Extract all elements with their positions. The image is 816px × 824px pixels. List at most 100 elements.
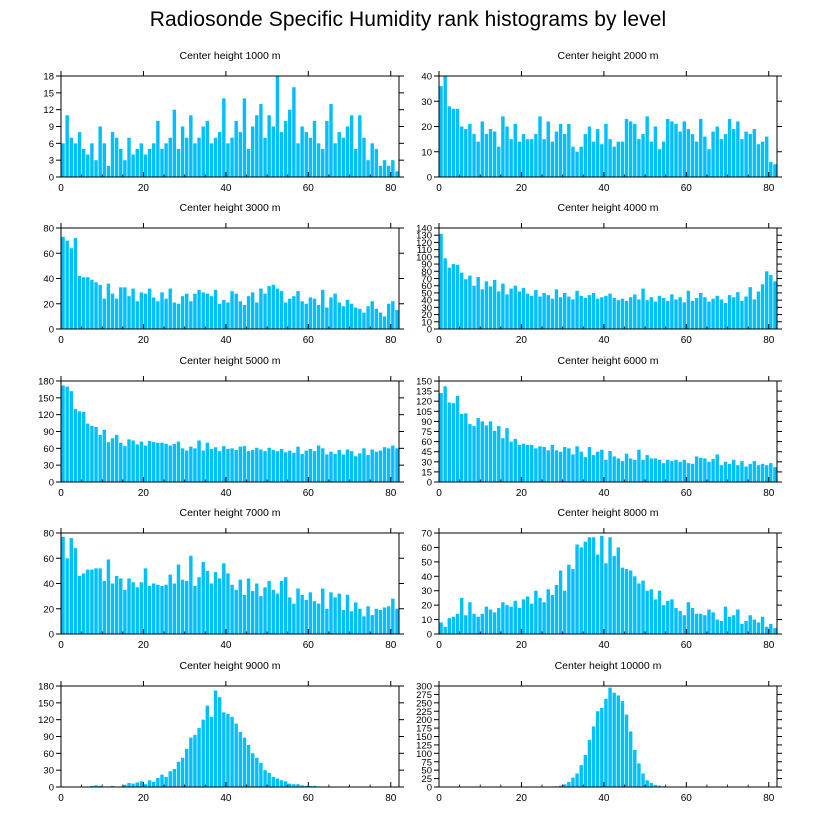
histogram-bar <box>616 141 621 177</box>
histogram-bar <box>168 445 172 482</box>
histogram-bar <box>538 116 542 177</box>
histogram-bar <box>546 589 550 634</box>
histogram-bar <box>358 115 362 177</box>
histogram-bar <box>329 592 333 634</box>
histogram-bar <box>600 144 604 177</box>
histogram-bar <box>366 160 370 177</box>
histogram-bar <box>374 308 379 329</box>
histogram-bar <box>147 586 152 634</box>
histogram-bar <box>699 613 703 634</box>
histogram-bar <box>760 616 765 634</box>
histogram-bar <box>513 600 517 634</box>
y-tick-label: 120 <box>416 238 432 249</box>
histogram-bar <box>275 593 280 634</box>
histogram-bar <box>189 301 193 329</box>
histogram-bar <box>715 619 719 634</box>
histogram-bar <box>530 444 534 482</box>
histogram-bar <box>172 109 177 177</box>
histogram-bar <box>304 599 308 634</box>
histogram-bar <box>131 582 135 634</box>
x-tick-label: 80 <box>385 335 397 346</box>
histogram-bar <box>98 434 102 482</box>
x-tick-label: 80 <box>385 183 397 194</box>
histogram-bar <box>69 538 74 634</box>
histogram-bar <box>666 459 670 482</box>
histogram-bar <box>197 728 201 787</box>
histogram-bar <box>73 548 78 634</box>
histogram-bar <box>521 599 526 634</box>
histogram-bar <box>628 570 633 634</box>
histogram-bar <box>591 726 596 787</box>
y-tick-label: 0 <box>427 478 432 489</box>
histogram-bar <box>558 785 563 787</box>
histogram-bar <box>230 448 234 482</box>
histogram-panel: Center height 4000 m0 20 40 60 8001020304050… <box>416 202 782 346</box>
histogram-bar <box>612 556 616 634</box>
panel-title: Center height 8000 m <box>558 507 659 519</box>
histogram-bar <box>230 716 234 787</box>
histogram-bar <box>308 448 313 482</box>
histogram-bar <box>620 141 625 177</box>
histogram-bar <box>468 275 472 329</box>
histogram-bar <box>213 289 218 329</box>
x-tick-label: 60 <box>681 183 693 194</box>
histogram-bar <box>501 602 505 634</box>
histogram-bar <box>143 154 148 177</box>
histogram-bar <box>300 785 304 787</box>
histogram-bar <box>554 289 559 329</box>
y-tick-label: 200 <box>416 715 432 726</box>
histogram-bar <box>579 547 583 634</box>
histogram-bar <box>131 440 135 482</box>
histogram-bar <box>686 602 691 634</box>
histogram-bar <box>591 537 596 634</box>
histogram-bar <box>645 780 649 787</box>
histogram-bar <box>329 104 333 177</box>
histogram-bar <box>110 785 115 787</box>
histogram-bar <box>176 564 181 634</box>
histogram-bar <box>740 461 744 482</box>
histogram-bar <box>641 459 645 482</box>
histogram-bar <box>378 312 383 329</box>
histogram-bar <box>571 146 575 177</box>
y-tick-label: 40 <box>421 72 432 83</box>
histogram-bar <box>674 299 678 329</box>
histogram-bar <box>604 123 608 177</box>
histogram-bar <box>81 573 86 634</box>
y-tick-label: 90 <box>43 732 54 743</box>
histogram-bar <box>525 139 530 178</box>
y-tick-label: 300 <box>416 682 432 693</box>
y-tick-label: 0 <box>427 173 432 184</box>
y-tick-label: 15 <box>421 467 432 478</box>
histogram-bar <box>292 784 296 787</box>
plot-frame <box>438 532 778 635</box>
histogram-bar <box>288 597 292 634</box>
histogram-bar <box>579 765 583 787</box>
histogram-bar <box>740 139 744 178</box>
histogram-bar <box>583 541 588 634</box>
x-tick-label: 20 <box>138 335 150 346</box>
histogram-bar <box>110 438 115 482</box>
histogram-bar <box>666 600 670 634</box>
panel-title: Center height 4000 m <box>558 202 659 214</box>
histogram-bar <box>73 409 78 482</box>
x-tick-label: 20 <box>138 183 150 194</box>
histogram-bar <box>723 134 728 177</box>
histogram-bar <box>670 121 674 177</box>
histogram-bar <box>152 442 156 482</box>
histogram-bar <box>447 618 452 634</box>
histogram-bar <box>657 590 662 634</box>
histogram-bar <box>86 423 90 482</box>
y-tick-label: 90 <box>421 417 432 428</box>
histogram-bar <box>661 605 666 634</box>
histogram-bar <box>201 450 205 482</box>
y-tick-label: 60 <box>421 281 432 292</box>
histogram-bar <box>316 305 321 329</box>
histogram-bar <box>337 132 341 177</box>
x-tick-label: 60 <box>303 183 315 194</box>
histogram-bar <box>464 615 468 634</box>
y-tick-label: 10 <box>421 317 432 328</box>
histogram-bar <box>563 446 567 482</box>
histogram-bar <box>197 577 201 634</box>
histogram-bar <box>147 780 152 787</box>
